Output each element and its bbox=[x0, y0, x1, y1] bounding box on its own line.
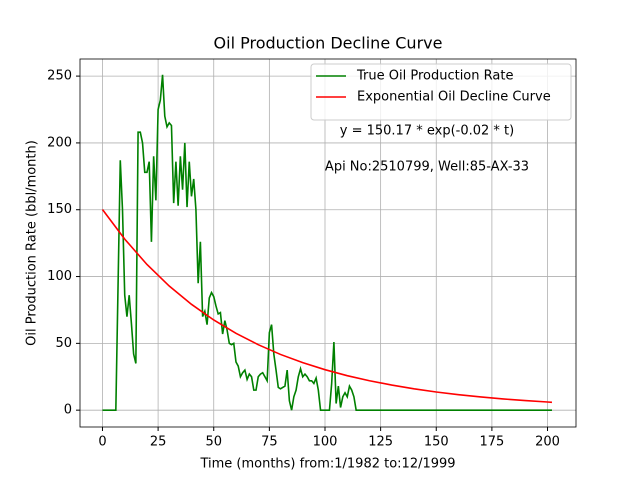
y-tick-label: 50 bbox=[55, 336, 72, 351]
y-tick-label: 200 bbox=[47, 135, 72, 150]
y-tick-label: 150 bbox=[47, 202, 72, 217]
y-axis-label: Oil Production Rate (bbl/month) bbox=[25, 140, 40, 346]
axes-frame bbox=[79, 58, 577, 428]
annotation: y = 150.17 * exp(-0.02 * t) bbox=[340, 124, 514, 139]
annotation: Api No:2510799, Well:85-AX-33 bbox=[325, 160, 529, 175]
chart-title: Oil Production Decline Curve bbox=[214, 34, 443, 53]
data-line bbox=[101, 208, 553, 404]
x-tick-label: 25 bbox=[150, 435, 167, 450]
x-tick-label: 75 bbox=[261, 435, 278, 450]
x-tick-label: 175 bbox=[479, 435, 504, 450]
y-tick-label: 0 bbox=[64, 403, 72, 418]
legend-label: Exponential Oil Decline Curve bbox=[357, 90, 551, 105]
x-tick-label: 100 bbox=[313, 435, 338, 450]
y-tick-label: 250 bbox=[47, 69, 72, 84]
data-line bbox=[102, 74, 552, 411]
legend-label: True Oil Production Rate bbox=[356, 69, 513, 84]
x-tick-label: 200 bbox=[535, 435, 560, 450]
x-tick-label: 150 bbox=[424, 435, 449, 450]
x-tick-label: 0 bbox=[98, 435, 106, 450]
y-tick-label: 100 bbox=[47, 269, 72, 284]
x-tick-label: 50 bbox=[205, 435, 222, 450]
legend-box bbox=[310, 63, 572, 121]
x-axis-label: Time (months) from:1/1982 to:12/1999 bbox=[199, 457, 455, 472]
x-tick-label: 125 bbox=[368, 435, 393, 450]
